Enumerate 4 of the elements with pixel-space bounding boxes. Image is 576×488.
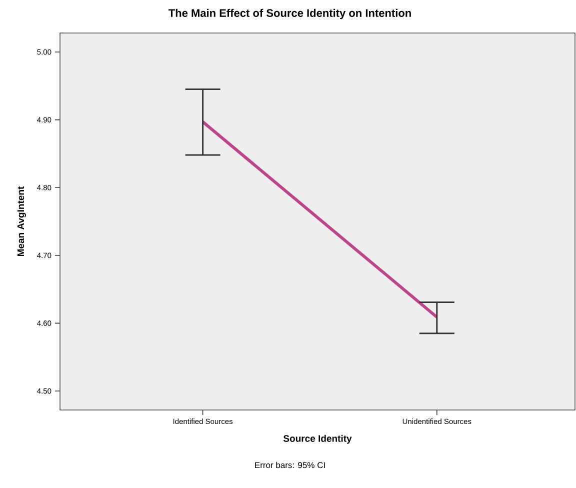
x-axis-title: Source Identity <box>283 434 352 444</box>
y-axis-title: Mean AvgIntent <box>17 186 26 256</box>
chart-title: The Main Effect of Source Identity on Intention <box>168 8 411 20</box>
text: Error bars: 95% CI <box>255 462 325 468</box>
